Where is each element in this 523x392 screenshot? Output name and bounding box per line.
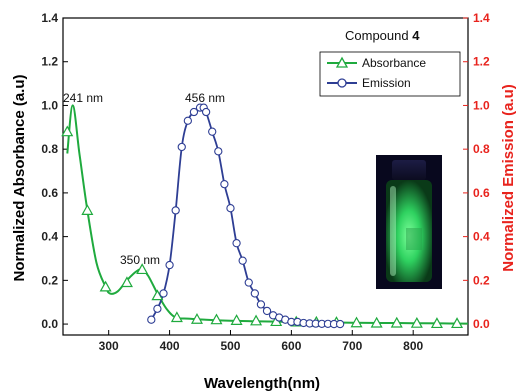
peak-label: 350 nm [120,253,160,267]
vial-photo-inset [376,155,442,289]
emission-marker [147,315,156,324]
y-tick-label: 1.4 [41,11,58,25]
absorbance-marker [390,316,403,328]
emission-marker [335,319,345,329]
y2-tick-label: 0.8 [473,142,490,156]
emission-marker [250,289,259,298]
left-axis: 0.0 0.2 0.4 0.6 0.8 1.0 1.2 1.4 [41,11,68,331]
y-tick-label: 0.6 [41,186,58,200]
absorbance-marker [430,317,443,329]
absorbance-marker [170,311,183,323]
x-tick-label: 600 [281,339,301,353]
absorbance-marker [190,313,204,324]
absorbance-marker [370,316,383,328]
absorbance-marker [250,314,263,326]
y-tick-label: 0.0 [41,317,58,331]
emission-marker [220,180,229,189]
emission-marker [256,300,266,309]
emission-marker [177,142,186,152]
absorbance-line [66,104,469,325]
peak-label: 241 nm [63,91,103,105]
plot-frame [62,17,469,336]
x-tick-label: 400 [160,339,180,353]
legend-absorbance-label: Absorbance [362,56,426,70]
legend-absorbance-marker [335,56,349,68]
x-tick-label: 800 [403,339,423,353]
y-tick-label: 0.8 [41,142,58,156]
legend: Compound 4 Absorbance Emission [319,28,461,97]
emission-marker [201,107,211,117]
emission-marker [165,260,174,270]
y-tick-label: 1.2 [41,55,58,69]
emission-marker [159,289,168,298]
x-tick-label: 700 [342,339,362,353]
y2-tick-label: 1.4 [473,11,490,25]
y2-tick-label: 0.2 [473,273,490,287]
emission-marker [171,206,180,215]
legend-emission-label: Emission [362,76,411,90]
absorbance-marker [230,314,243,325]
y2-axis-title: Normalized Emission (a.u) [500,84,517,272]
emission-marker [189,107,199,117]
absorbance-marker [350,316,363,328]
y-tick-label: 1.0 [41,98,58,112]
x-axis: 300 400 500 600 700 800 [99,330,424,353]
emission-marker [244,278,253,287]
emission-markers [147,103,345,329]
peak-label: 456 nm [185,91,225,105]
absorbance-marker [61,125,74,137]
absorbance-marker [451,317,464,329]
y2-tick-label: 0.0 [473,317,490,331]
y-axis-title: Normalized Absorbance (a.u) [11,75,28,282]
absorbance-marker [210,313,223,325]
y2-tick-label: 0.6 [473,186,490,200]
emission-marker [262,306,272,316]
y2-tick-label: 1.0 [473,98,490,112]
x-tick-label: 500 [220,339,240,353]
y2-tick-label: 0.4 [473,230,490,244]
legend-emission-marker [337,78,347,88]
absorbance-marker [99,280,112,292]
emission-marker [232,239,241,248]
emission-marker [226,204,235,213]
y2-tick-label: 1.2 [473,55,490,69]
emission-marker [238,256,247,265]
emission-marker [208,127,217,136]
legend-title: Compound 4 [345,28,420,43]
emission-line [150,106,341,326]
absorbance-marker [120,276,133,288]
x-tick-label: 300 [99,339,119,353]
y-tick-label: 0.2 [41,273,58,287]
y-tick-label: 0.4 [41,230,58,244]
absorbance-marker [81,204,94,215]
emission-marker [153,304,162,313]
absorbance-marker [136,263,149,275]
x-axis-title: Wavelength(nm) [204,375,320,392]
emission-marker [183,116,192,125]
right-axis: 0.0 0.2 0.4 0.6 0.8 1.0 1.2 1.4 [463,11,490,331]
absorbance-marker [410,316,423,328]
emission-marker [214,147,223,156]
